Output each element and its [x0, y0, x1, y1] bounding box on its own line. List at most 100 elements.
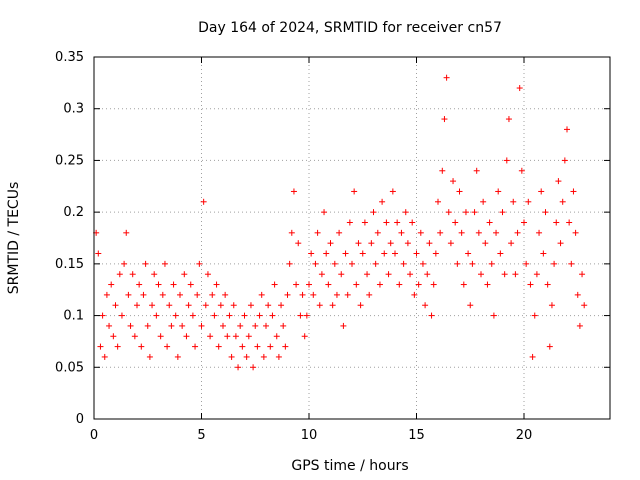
y-tick-label: 0.35: [55, 50, 84, 65]
data-point: [237, 322, 244, 329]
x-axis-label: GPS time / hours: [291, 458, 408, 474]
data-point: [445, 209, 452, 216]
data-point: [480, 198, 487, 205]
data-point: [314, 229, 321, 236]
data-point: [192, 343, 199, 350]
data-point: [144, 322, 151, 329]
data-point: [351, 188, 358, 195]
data-point: [493, 229, 500, 236]
data-point: [263, 322, 269, 329]
data-point: [566, 219, 573, 226]
data-point: [428, 312, 435, 319]
data-point: [357, 302, 364, 309]
data-point: [245, 333, 252, 340]
data-point: [340, 322, 347, 329]
data-point: [318, 271, 325, 278]
data-point: [366, 291, 373, 298]
data-point: [353, 281, 360, 288]
data-point: [533, 271, 540, 278]
data-point: [299, 291, 306, 298]
data-point: [409, 219, 416, 226]
data-point: [536, 229, 543, 236]
data-point: [114, 343, 121, 350]
data-point: [252, 322, 259, 329]
data-point: [546, 343, 553, 350]
data-point: [273, 333, 280, 340]
data-point: [204, 271, 211, 278]
data-point: [555, 178, 562, 185]
data-point: [140, 291, 147, 298]
data-point: [247, 302, 254, 309]
data-point: [95, 250, 102, 257]
data-point: [121, 260, 128, 267]
data-point: [544, 281, 551, 288]
data-point: [228, 353, 235, 360]
y-tick-label: 0: [76, 412, 84, 427]
data-point: [508, 240, 515, 247]
data-point: [196, 260, 203, 267]
data-point: [110, 333, 117, 340]
data-point: [185, 302, 192, 309]
data-point: [488, 260, 495, 267]
data-point: [432, 250, 439, 257]
data-point: [306, 281, 312, 288]
data-point: [258, 291, 265, 298]
data-point: [529, 353, 536, 360]
data-point: [521, 219, 527, 226]
data-point: [490, 312, 497, 319]
data-point: [97, 343, 104, 350]
data-point: [170, 281, 177, 288]
data-point: [370, 209, 377, 216]
data-point: [321, 209, 328, 216]
data-point: [215, 343, 222, 350]
data-point: [452, 219, 459, 226]
data-point: [250, 364, 257, 371]
data-point: [146, 353, 153, 360]
data-point: [447, 240, 454, 247]
data-point: [161, 260, 168, 267]
data-point: [422, 302, 429, 309]
data-point: [389, 188, 396, 195]
data-point: [297, 312, 304, 319]
data-point: [99, 312, 106, 319]
data-point: [359, 250, 366, 257]
data-point: [568, 260, 575, 267]
data-point: [443, 74, 450, 81]
data-point: [202, 302, 209, 309]
data-point: [101, 353, 108, 360]
data-point: [557, 240, 564, 247]
axis-ticks: 0 5 10 15 20 0 0.05 0.1 0.15 0.2 0.25 0.3 0.35: [55, 50, 610, 443]
data-point: [329, 302, 336, 309]
data-point: [275, 353, 282, 360]
data-point: [531, 312, 538, 319]
data-point: [106, 322, 113, 329]
data-point: [364, 271, 371, 278]
data-point: [437, 229, 444, 236]
data-point: [501, 271, 508, 278]
data-point: [217, 302, 224, 309]
data-point: [222, 291, 229, 298]
data-point: [462, 209, 469, 216]
data-point: [374, 229, 381, 236]
data-point: [179, 322, 186, 329]
data-point: [312, 260, 319, 267]
data-point: [394, 219, 401, 226]
data-point: [331, 260, 338, 267]
data-point: [404, 240, 411, 247]
data-point: [125, 291, 132, 298]
data-point: [159, 291, 166, 298]
data-point: [280, 322, 287, 329]
data-point: [241, 312, 248, 319]
data-point: [460, 281, 467, 288]
data-point: [441, 116, 448, 123]
data-point: [561, 157, 568, 164]
data-point: [484, 281, 491, 288]
data-point: [284, 291, 291, 298]
data-point: [424, 271, 431, 278]
data-point: [333, 291, 340, 298]
data-point: [383, 219, 390, 226]
data-point: [230, 302, 237, 309]
data-point: [570, 188, 577, 195]
data-point: [482, 240, 489, 247]
data-point: [574, 291, 581, 298]
